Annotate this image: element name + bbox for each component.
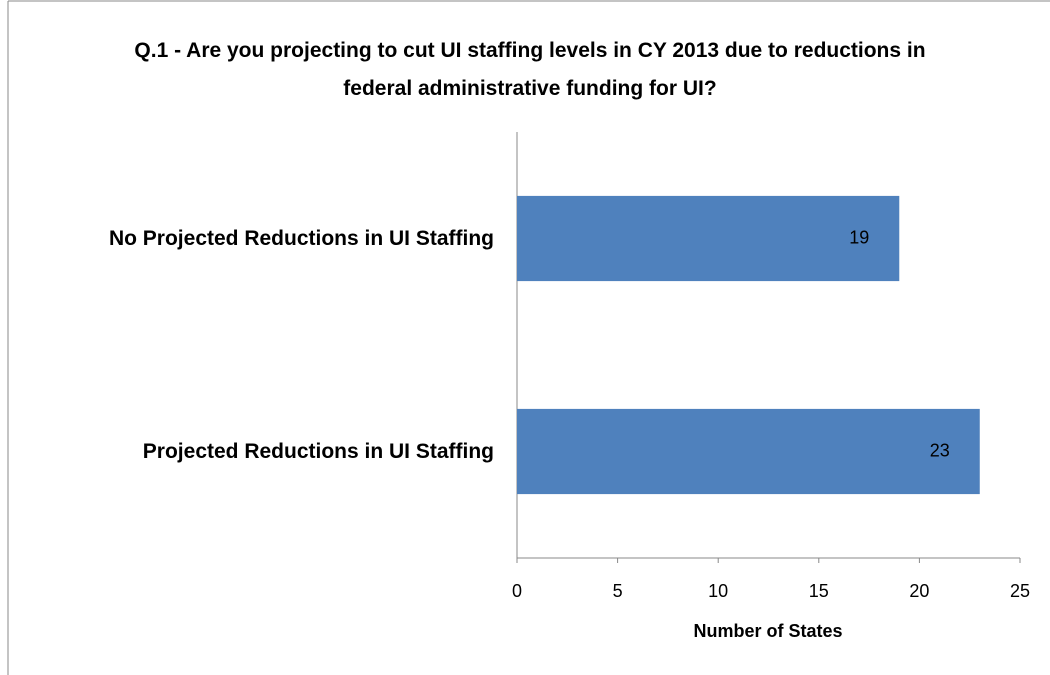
- chart-title: Q.1 - Are you projecting to cut UI staff…: [134, 39, 926, 100]
- bar: [517, 408, 980, 495]
- x-axis-title: Number of States: [693, 621, 842, 641]
- x-tick-label: 5: [613, 581, 623, 601]
- bar: [517, 195, 900, 282]
- y-tick-label: Projected Reductions in UI Staffing: [142, 439, 494, 463]
- data-label: 23: [930, 440, 950, 460]
- x-tick-label: 20: [909, 581, 929, 601]
- x-tick-label: 15: [809, 581, 829, 601]
- data-label: 19: [849, 227, 869, 247]
- x-tick-label: 25: [1010, 581, 1030, 601]
- x-tick-label: 10: [708, 581, 728, 601]
- x-tick-label: 0: [512, 581, 522, 601]
- y-tick-label: No Projected Reductions in UI Staffing: [108, 226, 494, 250]
